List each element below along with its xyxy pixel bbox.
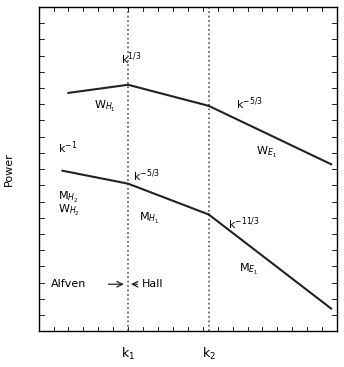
Text: k$^{-5/3}$: k$^{-5/3}$	[236, 96, 262, 112]
Text: k$_1$: k$_1$	[121, 346, 135, 362]
Text: W$_{H_2}$: W$_{H_2}$	[58, 203, 80, 218]
Text: k$^{-5/3}$: k$^{-5/3}$	[133, 167, 160, 184]
Text: W$_{E_1}$: W$_{E_1}$	[257, 145, 277, 160]
Text: k$^{-1}$: k$^{-1}$	[58, 139, 77, 156]
Text: Alfven: Alfven	[51, 279, 86, 289]
Text: W$_{H_1}$: W$_{H_1}$	[94, 99, 116, 115]
Text: k$_2$: k$_2$	[202, 346, 216, 362]
Text: Hall: Hall	[142, 279, 163, 289]
Text: M$_{H_2}$: M$_{H_2}$	[58, 190, 78, 205]
Text: Power: Power	[4, 152, 14, 186]
Text: k$^{1/3}$: k$^{1/3}$	[121, 50, 141, 67]
Text: M$_{H_1}$: M$_{H_1}$	[139, 211, 159, 226]
Text: M$_{E_1}$: M$_{E_1}$	[239, 262, 258, 277]
Text: k$^{-11/3}$: k$^{-11/3}$	[228, 216, 260, 232]
